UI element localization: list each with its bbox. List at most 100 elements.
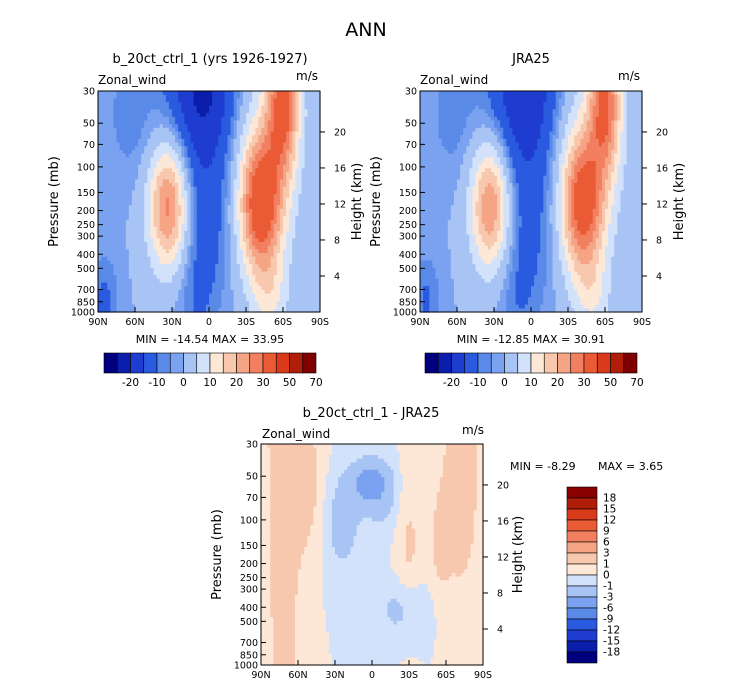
heatmap-cell: [101, 138, 105, 144]
heatmap-cell: [298, 131, 303, 136]
heatmap-cell: [258, 102, 263, 107]
heatmap-cell: [202, 124, 207, 129]
heatmap-cell: [267, 135, 272, 140]
heatmap-cell: [175, 109, 179, 114]
heatmap-cell: [270, 131, 275, 136]
heatmap-cell: [131, 164, 136, 169]
heatmap-cell: [304, 102, 309, 107]
heatmap-cell: [258, 160, 263, 166]
heatmap-cell: [101, 127, 105, 133]
heatmap-cell: [147, 91, 152, 96]
heatmap-cell: [316, 94, 321, 99]
heatmap-cell: [230, 168, 235, 173]
heatmap-cell: [172, 102, 176, 107]
heatmap-cell: [162, 105, 167, 111]
heatmap-cell: [119, 164, 124, 169]
heatmap-cell: [215, 168, 219, 173]
heatmap-cell: [221, 131, 226, 136]
heatmap-cell: [233, 91, 238, 96]
heatmap-cell: [199, 149, 204, 155]
heatmap-cell: [202, 168, 207, 173]
heatmap-cell: [292, 98, 296, 103]
heatmap-cell: [205, 175, 210, 180]
heatmap-cell: [159, 131, 164, 136]
heatmap-cell: [205, 120, 210, 125]
y2-axis-label: Height (km): [350, 163, 365, 240]
heatmap-cell: [249, 153, 253, 158]
variable-label: Zonal_wind: [98, 73, 166, 87]
heatmap-cell: [258, 175, 263, 180]
heatmap-cell: [236, 138, 241, 144]
heatmap-cell: [175, 116, 179, 122]
heatmap-cell: [298, 109, 303, 114]
heatmap-cell: [255, 113, 259, 118]
heatmap-cell: [279, 124, 284, 129]
heatmap-cell: [202, 172, 207, 177]
heatmap-cell: [298, 135, 303, 140]
heatmap-cell: [172, 91, 176, 96]
heatmap-cell: [289, 127, 293, 133]
heatmap-cell: [205, 94, 210, 99]
heatmap-cell: [249, 175, 253, 180]
heatmap-cell: [119, 153, 124, 158]
heatmap-cell: [224, 124, 229, 129]
heatmap-cell: [283, 135, 287, 140]
heatmap-cell: [279, 102, 284, 107]
heatmap-cell: [261, 157, 266, 162]
heatmap-cell: [261, 164, 266, 169]
heatmap-cell: [159, 94, 164, 99]
heatmap-cell: [252, 138, 256, 144]
heatmap-cell: [168, 94, 173, 99]
heatmap-cell: [175, 94, 179, 99]
heatmap-cell: [131, 105, 136, 111]
heatmap-cell: [135, 142, 139, 147]
heatmap-cell: [144, 98, 148, 103]
heatmap-cell: [196, 157, 201, 162]
heatmap-cell: [313, 91, 318, 96]
heatmap-cell: [196, 153, 201, 158]
heatmap-cell: [202, 153, 207, 158]
heatmap-cell: [279, 98, 284, 103]
heatmap-cell: [122, 120, 127, 125]
heatmap-cell: [212, 175, 216, 180]
heatmap-cell: [239, 138, 244, 144]
heatmap-cell: [144, 172, 148, 177]
heatmap-cell: [110, 102, 115, 107]
heatmap-cell: [249, 105, 253, 111]
heatmap-cell: [230, 105, 235, 111]
heatmap-cell: [283, 142, 287, 147]
heatmap-cell: [101, 157, 105, 162]
heatmap-cell: [292, 109, 296, 114]
heatmap-cell: [116, 120, 121, 125]
heatmap-cell: [128, 98, 133, 103]
heatmap-cell: [159, 157, 164, 162]
heatmap-cell: [98, 109, 102, 114]
heatmap-cell: [273, 94, 278, 99]
heatmap-cell: [156, 138, 161, 144]
heatmap-cell: [310, 168, 315, 173]
heatmap-cell: [258, 91, 263, 96]
heatmap-cell: [196, 116, 201, 122]
heatmap-cell: [221, 91, 226, 96]
heatmap-cell: [218, 138, 222, 144]
heatmap-cell: [273, 160, 278, 166]
heatmap-cell: [264, 120, 269, 125]
heatmap-cell: [110, 91, 115, 96]
heatmap-cell: [227, 120, 232, 125]
heatmap-cell: [135, 120, 139, 125]
heatmap-cell: [310, 94, 315, 99]
heatmap-cell: [246, 127, 250, 133]
heatmap-cell: [279, 172, 284, 177]
heatmap-cell: [131, 157, 136, 162]
heatmap-cell: [165, 160, 170, 166]
heatmap-cell: [252, 146, 256, 151]
heatmap-cell: [264, 135, 269, 140]
colorbar-swatch: [103, 352, 118, 374]
heatmap-cell: [301, 113, 306, 118]
heatmap-cell: [113, 127, 118, 133]
heatmap-cell: [270, 168, 275, 173]
heatmap-cell: [107, 102, 111, 107]
heatmap-cell: [199, 98, 204, 103]
heatmap-cell: [119, 124, 124, 129]
heatmap-cell: [286, 175, 290, 180]
